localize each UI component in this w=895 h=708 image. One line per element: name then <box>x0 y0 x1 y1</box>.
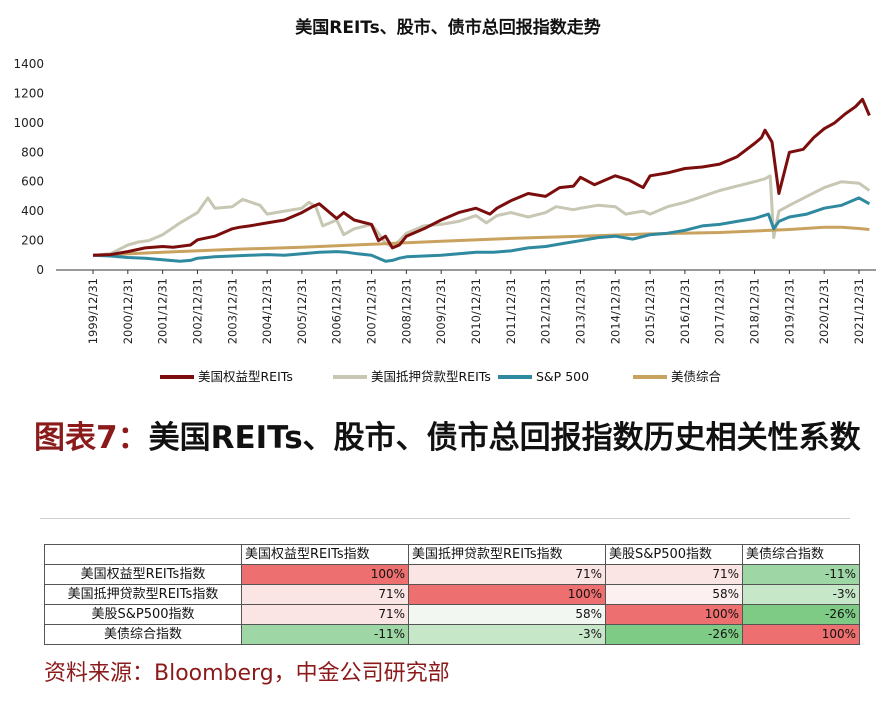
correlation-cell: 100% <box>742 624 860 645</box>
y-tick-label: 600 <box>21 175 44 189</box>
legend-label: 美国抵押贷款型REITs <box>371 369 491 384</box>
x-tick-label: 2003/12/31 <box>225 278 239 344</box>
divider <box>40 518 850 519</box>
x-tick-label: 2017/12/31 <box>713 278 727 344</box>
x-tick-label: 2009/12/31 <box>434 278 448 344</box>
y-tick-label: 0 <box>36 263 44 277</box>
x-tick-label: 2014/12/31 <box>608 278 622 344</box>
correlation-cell: 71% <box>241 604 409 625</box>
x-tick-label: 2019/12/31 <box>782 278 796 344</box>
x-tick-label: 2020/12/31 <box>817 278 831 344</box>
x-tick-label: 2018/12/31 <box>748 278 762 344</box>
correlation-cell: -26% <box>605 624 743 645</box>
series-line <box>92 97 871 257</box>
correlation-cell: 71% <box>605 564 743 585</box>
correlation-cell: -11% <box>241 624 409 645</box>
x-tick-label: 2002/12/31 <box>190 278 204 344</box>
legend-label: 美国权益型REITs <box>198 369 293 384</box>
x-tick-label: 1999/12/31 <box>86 278 100 344</box>
x-tick-label: 2006/12/31 <box>330 278 344 344</box>
x-tick-label: 2007/12/31 <box>365 278 379 344</box>
table-row: 美股S&P500指数 71% 58% 100% -26% <box>44 604 860 625</box>
table-row: 美国抵押贷款型REITs指数 71% 100% 58% -3% <box>44 584 860 605</box>
x-tick-label: 2008/12/31 <box>399 278 413 344</box>
x-tick-label: 2013/12/31 <box>573 278 587 344</box>
correlation-cell: 71% <box>241 584 409 605</box>
table-header-cell: 美国权益型REITs指数 <box>241 544 409 565</box>
x-tick-label: 2000/12/31 <box>121 278 135 344</box>
correlation-cell: 71% <box>408 564 606 585</box>
series-line <box>92 174 871 257</box>
series-line <box>92 196 871 263</box>
row-label: 美国权益型REITs指数 <box>44 564 242 585</box>
legend: 美国权益型REITs 美国抵押贷款型REITs S&P 500 美债综合 <box>160 369 722 384</box>
correlation-cell: -26% <box>742 604 860 625</box>
correlation-cell: 58% <box>605 584 743 605</box>
y-tick-label: 400 <box>21 204 44 218</box>
x-tick-label: 2016/12/31 <box>678 278 692 344</box>
x-tick-label: 2011/12/31 <box>504 278 518 344</box>
table-header-cell: 美股S&P500指数 <box>605 544 743 565</box>
y-tick-label: 1400 <box>13 57 44 71</box>
table-header-row: 美国权益型REITs指数 美国抵押贷款型REITs指数 美股S&P500指数 美债综合… <box>44 544 860 565</box>
correlation-cell: 100% <box>241 564 409 585</box>
correlation-table: 美国权益型REITs指数 美国抵押贷款型REITs指数 美股S&P500指数 美债综合… <box>44 544 860 645</box>
x-tick-label: 2010/12/31 <box>469 278 483 344</box>
y-tick-label: 1000 <box>13 116 44 130</box>
x-tick-label: 2005/12/31 <box>295 278 309 344</box>
figure-title-text: 美国REITs、股市、债市总回报指数历史相关性系数 <box>148 420 861 456</box>
line-chart: 美国REITs、股市、债市总回报指数走势 0 200 400 600 800 1000 12… <box>13 17 876 384</box>
table-row: 美债综合指数 -11% -3% -26% 100% <box>44 624 860 645</box>
row-label: 美国抵押贷款型REITs指数 <box>44 584 242 605</box>
table-header-cell <box>44 544 242 565</box>
legend-label: 美债综合 <box>671 369 722 384</box>
correlation-cell: 100% <box>408 584 606 605</box>
y-tick-label: 1200 <box>13 86 44 100</box>
correlation-cell: 58% <box>408 604 606 625</box>
y-tick-label: 800 <box>21 145 44 159</box>
legend-label: S&P 500 <box>536 369 589 384</box>
table-header-cell: 美国抵押贷款型REITs指数 <box>408 544 606 565</box>
x-tick-label: 2015/12/31 <box>643 278 657 344</box>
correlation-cell: 100% <box>605 604 743 625</box>
table-row: 美国权益型REITs指数 100% 71% 71% -11% <box>44 564 860 585</box>
table-header-cell: 美债综合指数 <box>742 544 860 565</box>
correlation-cell: -3% <box>408 624 606 645</box>
x-tick-label: 2012/12/31 <box>539 278 553 344</box>
figure-title: 图表7：美国REITs、股市、债市总回报指数历史相关性系数 <box>34 410 864 466</box>
x-tick-label: 2001/12/31 <box>156 278 170 344</box>
axes: 0 200 400 600 800 1000 1200 1400 1999/12/31 2000/… <box>13 57 876 344</box>
row-label: 美股S&P500指数 <box>44 604 242 625</box>
y-tick-label: 200 <box>21 234 44 248</box>
source-note: 资料来源：Bloomberg，中金公司研究部 <box>44 661 450 686</box>
chart-title: 美国REITs、股市、债市总回报指数走势 <box>295 17 601 38</box>
row-label: 美债综合指数 <box>44 624 242 645</box>
figure-label: 图表7： <box>34 420 149 456</box>
x-tick-label: 2004/12/31 <box>260 278 274 344</box>
series-layer <box>92 97 871 263</box>
correlation-cell: -3% <box>742 584 860 605</box>
x-tick-label: 2021/12/31 <box>852 278 866 344</box>
correlation-cell: -11% <box>742 564 860 585</box>
